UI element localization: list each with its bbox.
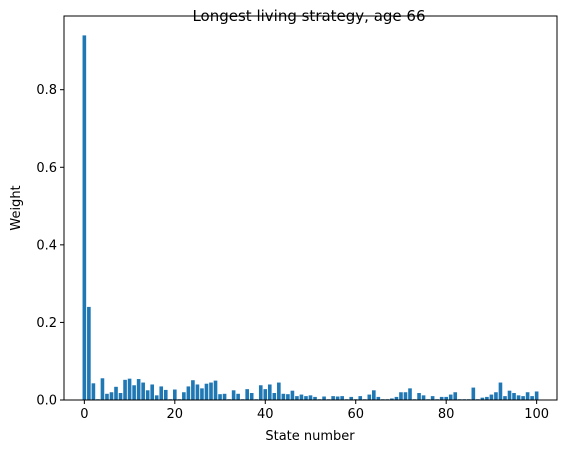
bars-group <box>82 35 539 400</box>
y-tick-label: 0.0 <box>36 394 57 409</box>
bar-53 <box>322 396 326 400</box>
bar-63 <box>367 394 372 400</box>
bar-97 <box>521 396 525 400</box>
bar-39 <box>258 385 263 400</box>
bar-69 <box>394 396 399 400</box>
y-axis-ticks: 0.0 0.2 0.4 0.6 0.8 <box>36 83 64 409</box>
bar-5 <box>105 393 109 400</box>
x-tick-label: 0 <box>80 407 88 422</box>
plot-frame <box>63 15 558 401</box>
bar-50 <box>308 395 313 400</box>
y-tick-label: 0.6 <box>36 161 57 176</box>
bar-9 <box>123 379 127 400</box>
bar-96 <box>516 395 521 400</box>
bar-93 <box>503 396 507 400</box>
bar-71 <box>403 392 408 400</box>
x-tick-label: 20 <box>167 407 184 422</box>
bar-95 <box>512 393 516 400</box>
bar-99 <box>530 396 534 400</box>
bar-90 <box>489 394 494 400</box>
bar-82 <box>453 392 458 400</box>
bar-45 <box>286 394 290 400</box>
bar-7 <box>114 386 118 400</box>
bar-65 <box>376 396 381 400</box>
bar-14 <box>145 390 150 400</box>
x-axis-ticks: 0 20 40 60 80 100 <box>80 400 549 422</box>
bar-43 <box>277 382 281 400</box>
bar-34 <box>236 393 240 400</box>
x-tick-label: 100 <box>524 407 549 422</box>
bar-64 <box>372 390 376 400</box>
bar-10 <box>127 378 132 400</box>
bar-59 <box>349 396 354 400</box>
bar-31 <box>222 393 227 400</box>
bar-61 <box>358 396 363 400</box>
bar-86 <box>471 387 476 400</box>
bar-20 <box>173 389 177 400</box>
y-tick-label: 0.4 <box>36 238 57 253</box>
bar-0 <box>82 35 87 400</box>
bar-29 <box>213 380 218 400</box>
bar-1 <box>87 306 91 400</box>
bar-94 <box>507 390 512 400</box>
bar-12 <box>136 379 141 400</box>
bar-46 <box>290 390 295 400</box>
bar-89 <box>485 396 489 400</box>
bar-4 <box>100 378 105 400</box>
bar-68 <box>390 398 394 400</box>
bar-25 <box>195 384 200 400</box>
bar-13 <box>141 382 145 400</box>
bar-15 <box>150 384 155 400</box>
bar-79 <box>439 396 444 400</box>
y-tick-label: 0.8 <box>36 83 57 98</box>
bar-40 <box>263 389 268 400</box>
bar-51 <box>313 396 317 400</box>
bar-18 <box>163 389 168 400</box>
bar-22 <box>182 392 186 400</box>
bar-88 <box>480 397 485 400</box>
bar-77 <box>430 396 435 400</box>
bar-42 <box>272 393 277 400</box>
bar-74 <box>417 393 421 400</box>
bar-8 <box>118 393 123 400</box>
bar-28 <box>209 382 213 400</box>
bar-55 <box>331 396 335 400</box>
bar-36 <box>245 389 249 400</box>
bar-47 <box>295 396 299 400</box>
bar-98 <box>525 392 530 400</box>
bar-11 <box>132 385 136 400</box>
x-axis-label: State number <box>265 429 355 444</box>
bar-49 <box>304 396 308 400</box>
bar-72 <box>408 388 412 400</box>
bar-17 <box>159 386 164 400</box>
bar-2 <box>91 383 96 400</box>
bar-57 <box>340 396 344 400</box>
bar-56 <box>335 396 340 400</box>
y-axis-label: Weight <box>9 185 24 230</box>
bar-100 <box>534 391 539 400</box>
bar-81 <box>448 394 453 400</box>
bar-30 <box>218 394 222 400</box>
bar-92 <box>498 382 503 400</box>
bar-33 <box>231 390 236 400</box>
bar-27 <box>204 383 209 400</box>
bar-23 <box>186 386 191 400</box>
bar-44 <box>281 393 286 400</box>
x-tick-label: 40 <box>257 407 274 422</box>
bar-24 <box>191 380 195 400</box>
bar-16 <box>154 395 159 400</box>
x-tick-label: 60 <box>347 407 364 422</box>
bar-26 <box>200 388 204 400</box>
x-tick-label: 80 <box>438 407 455 422</box>
bar-80 <box>444 396 448 400</box>
bar-75 <box>421 395 426 400</box>
bar-48 <box>299 394 304 400</box>
bar-91 <box>494 392 498 400</box>
y-tick-label: 0.2 <box>36 316 57 331</box>
bar-70 <box>399 392 403 400</box>
bar-41 <box>267 384 272 400</box>
bar-6 <box>109 392 114 400</box>
bar-37 <box>249 393 254 400</box>
